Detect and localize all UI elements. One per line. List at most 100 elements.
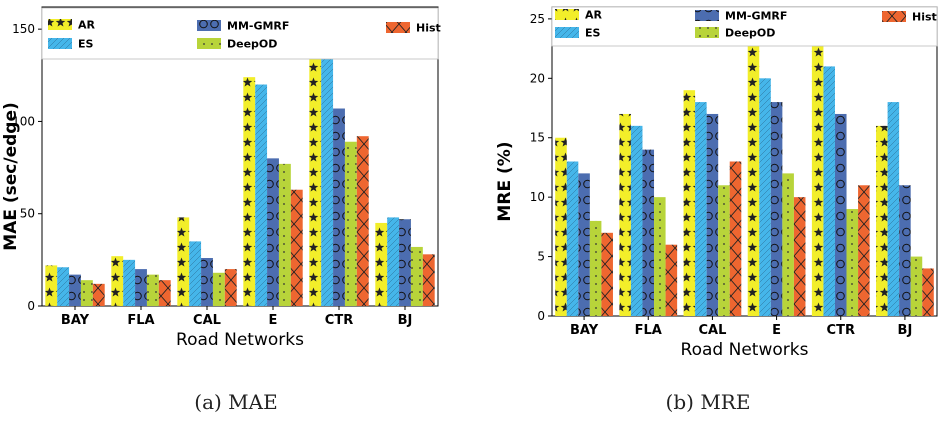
bar-deepod-ctr [344, 141, 357, 306]
bar-ar-ctr [309, 19, 322, 306]
bar-es-ctr [823, 66, 835, 316]
bar-deepod-fla [146, 274, 159, 306]
bar-ar-e [243, 77, 256, 306]
bar-mm-gmrf-fla [642, 149, 655, 316]
x-tick-label-bay: BAY [570, 323, 599, 338]
y-tick-label: 15 [530, 131, 545, 145]
y-tick-label: 100 [12, 114, 35, 128]
bar-mm-gmrf-cal [201, 258, 213, 306]
legend-swatch-mm-gmrf [695, 10, 719, 21]
bar-es-e [255, 84, 268, 307]
bar-hist-bay [92, 283, 105, 306]
x-axis-label: Road Networks [176, 330, 304, 350]
bar-es-fla [123, 259, 136, 306]
bar-hist-ctr [356, 136, 369, 306]
bar-mm-gmrf-cal [706, 113, 719, 317]
x-tick-label-e: E [772, 323, 781, 338]
bar-deepod-bay [589, 220, 602, 316]
bar-mm-gmrf-bay [69, 274, 81, 306]
bar-hist-cal [224, 269, 237, 306]
bar-mm-gmrf-bay [578, 173, 590, 316]
bar-es-cal [695, 102, 707, 316]
bar-ar-fla [619, 113, 631, 317]
bar-deepod-bj [410, 246, 423, 306]
bar-mm-gmrf-ctr [333, 108, 345, 306]
bar-deepod-cal [718, 185, 730, 316]
x-tick-label-cal: CAL [193, 313, 221, 328]
legend: AR ES MM-GMRF DeepOD Hist [41, 7, 441, 60]
bar-mm-gmrf-ctr [834, 113, 847, 317]
bar-mm-gmrf-e [267, 158, 279, 306]
bar-es-bj [387, 217, 400, 306]
bar-ar-fla [111, 256, 124, 306]
bar-es-ctr [321, 51, 334, 306]
legend-label-deepod: DeepOD [227, 38, 277, 51]
bar-hist-fla [158, 280, 171, 306]
x-tick-label-fla: FLA [127, 313, 154, 328]
x-tick-label-ctr: CTR [827, 323, 855, 338]
bar-deepod-e [278, 163, 291, 306]
legend-label-hist: Hist [912, 11, 937, 24]
bar-hist-fla [665, 244, 678, 316]
bar-deepod-e [782, 173, 794, 316]
bar-es-fla [630, 125, 643, 316]
legend-label-es: ES [78, 38, 94, 51]
y-tick-label: 50 [20, 207, 35, 221]
bar-deepod-bay [80, 280, 93, 306]
legend-swatch-hist [882, 11, 906, 22]
x-axis-label: Road Networks [681, 340, 809, 360]
bar-ar-bay [45, 265, 58, 306]
bar-ar-bj [876, 125, 888, 316]
legend-label-es: ES [585, 27, 601, 40]
y-axis-label: MRE (%) [495, 141, 515, 221]
bar-mm-gmrf-bj [899, 185, 911, 316]
bar-es-e [759, 78, 771, 316]
bar-ar-cal [683, 90, 696, 316]
bar-hist-e [793, 197, 806, 316]
bar-mm-gmrf-e [770, 102, 783, 316]
bar-hist-bay [601, 232, 613, 316]
legend-label-hist: Hist [416, 22, 441, 35]
y-tick-label: 25 [530, 12, 545, 26]
x-tick-label-bj: BJ [898, 323, 913, 338]
x-tick-label-ctr: CTR [325, 313, 353, 328]
bar-es-bj [887, 102, 900, 316]
legend-label-ar: AR [78, 19, 96, 32]
bar-es-bay [57, 267, 70, 306]
bar-hist-e [290, 189, 303, 306]
x-tick-label-e: E [269, 313, 278, 328]
legend-label-ar: AR [585, 9, 603, 22]
bar-mm-gmrf-fla [135, 269, 147, 306]
bar-deepod-fla [654, 197, 666, 316]
bar-hist-bj [422, 254, 435, 306]
legend-swatch-deepod [197, 38, 221, 49]
y-tick-label: 0 [27, 299, 35, 313]
bar-ar-cal [177, 217, 190, 306]
legend-label-mm-gmrf: MM-GMRF [725, 10, 787, 23]
x-tick-label-bj: BJ [398, 313, 413, 328]
bar-hist-cal [729, 161, 742, 316]
y-tick-label: 10 [530, 190, 545, 204]
bar-deepod-ctr [846, 209, 859, 316]
x-tick-label-bay: BAY [61, 313, 90, 328]
x-tick-label-cal: CAL [698, 323, 726, 338]
mre-chart: 0 5 10 15 20 25 BAY FLA CAL E CTR BJ Road Networks MR… [495, 6, 938, 360]
legend-swatch-hist [386, 22, 410, 33]
legend-swatch-mm-gmrf [197, 20, 221, 31]
bar-ar-bj [375, 222, 388, 306]
y-tick-label: 5 [537, 250, 545, 264]
bar-mm-gmrf-bj [399, 219, 411, 306]
caption-mre: (b) MRE [665, 390, 751, 414]
bar-deepod-cal [212, 272, 225, 306]
y-tick-label: 0 [537, 309, 545, 323]
y-tick-label: 150 [12, 22, 35, 36]
y-tick-label: 20 [530, 71, 545, 85]
bar-hist-bj [922, 268, 934, 316]
legend-box [41, 7, 439, 60]
bar-es-bay [566, 161, 579, 316]
legend: AR ES MM-GMRF DeepOD Hist [551, 6, 938, 47]
plot-frame [41, 6, 439, 307]
legend-swatch-es [48, 38, 72, 49]
bar-hist-ctr [858, 185, 870, 316]
y-axis-label: MAE (sec/edge) [1, 102, 21, 250]
